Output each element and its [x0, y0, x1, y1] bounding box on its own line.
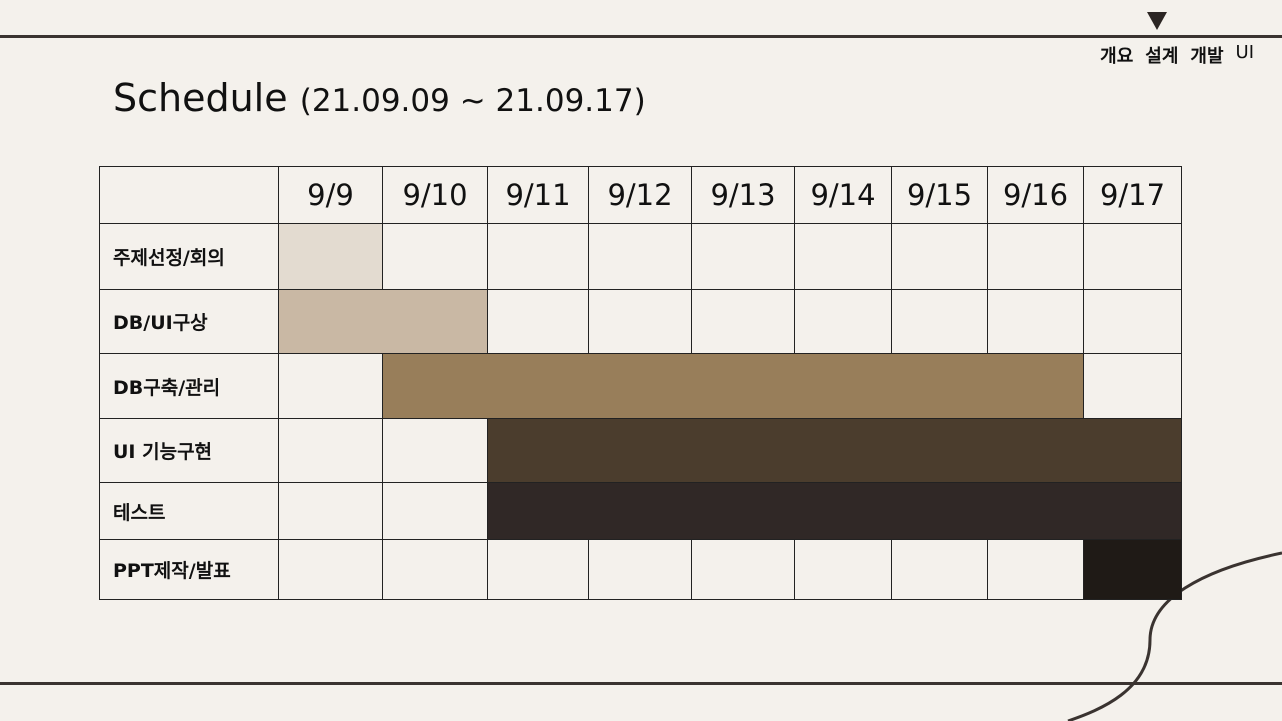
task-label: UI 기능구현 [99, 418, 279, 483]
corner-cell [99, 166, 279, 224]
date-header: 9/13 [691, 166, 795, 224]
header-divider [0, 35, 1282, 38]
schedule-cell [891, 289, 988, 354]
nav-item-development[interactable]: 개발 [1190, 46, 1224, 67]
schedule-cell [487, 289, 589, 354]
task-bar [487, 418, 1182, 483]
task-label: 주제선정/회의 [99, 223, 279, 290]
schedule-cell [794, 223, 892, 290]
schedule-cell [588, 223, 692, 290]
task-label: DB구축/관리 [99, 353, 279, 419]
schedule-cell [691, 289, 795, 354]
task-row: PPT제작/발표 [99, 539, 1182, 600]
date-header: 9/15 [891, 166, 988, 224]
task-row: 주제선정/회의 [99, 223, 1182, 290]
date-header: 9/10 [382, 166, 488, 224]
schedule-cell [278, 539, 383, 600]
schedule-cell [987, 223, 1084, 290]
section-nav: 개요 설계 개발 UI [1100, 42, 1254, 68]
schedule-table: 9/9 9/10 9/11 9/12 9/13 9/14 9/15 9/16 9… [99, 166, 1182, 600]
schedule-cell [987, 539, 1084, 600]
schedule-cell [1083, 289, 1182, 354]
nav-item-ui[interactable]: UI [1235, 42, 1254, 63]
schedule-cell [691, 223, 795, 290]
task-bar [278, 289, 488, 354]
task-label: PPT제작/발표 [99, 539, 279, 600]
task-row: UI 기능구현 [99, 418, 1182, 483]
date-header: 9/14 [794, 166, 892, 224]
schedule-cell [794, 289, 892, 354]
task-label: 테스트 [99, 482, 279, 540]
current-section-marker-icon [1147, 12, 1167, 30]
task-bar [487, 482, 1182, 540]
schedule-cell [382, 482, 488, 540]
footer-divider [0, 682, 1282, 685]
schedule-cell [487, 223, 589, 290]
page-title: Schedule (21.09.09 ~ 21.09.17) [113, 76, 646, 120]
task-bar [278, 223, 383, 290]
task-row: 테스트 [99, 482, 1182, 540]
schedule-cell [278, 418, 383, 483]
date-header: 9/16 [987, 166, 1084, 224]
schedule-cell [278, 353, 383, 419]
date-header: 9/12 [588, 166, 692, 224]
task-label: DB/UI구상 [99, 289, 279, 354]
nav-item-overview[interactable]: 개요 [1100, 46, 1134, 67]
schedule-cell [487, 539, 589, 600]
schedule-cell [1083, 223, 1182, 290]
nav-item-design[interactable]: 설계 [1145, 46, 1179, 67]
task-row: DB구축/관리 [99, 353, 1182, 419]
schedule-cell [588, 289, 692, 354]
schedule-header-row: 9/9 9/10 9/11 9/12 9/13 9/14 9/15 9/16 9… [99, 166, 1182, 224]
schedule-cell [987, 289, 1084, 354]
date-header: 9/9 [278, 166, 383, 224]
date-header: 9/17 [1083, 166, 1182, 224]
task-row: DB/UI구상 [99, 289, 1182, 354]
schedule-cell [278, 482, 383, 540]
schedule-cell [891, 539, 988, 600]
schedule-cell [691, 539, 795, 600]
task-bar [1083, 539, 1182, 600]
schedule-cell [891, 223, 988, 290]
schedule-cell [1083, 353, 1182, 419]
schedule-cell [794, 539, 892, 600]
title-range: (21.09.09 ~ 21.09.17) [299, 83, 646, 119]
schedule-cell [382, 418, 488, 483]
task-bar [382, 353, 1084, 419]
date-header: 9/11 [487, 166, 589, 224]
schedule-cell [382, 539, 488, 600]
title-main: Schedule [113, 76, 288, 120]
schedule-cell [588, 539, 692, 600]
schedule-cell [382, 223, 488, 290]
